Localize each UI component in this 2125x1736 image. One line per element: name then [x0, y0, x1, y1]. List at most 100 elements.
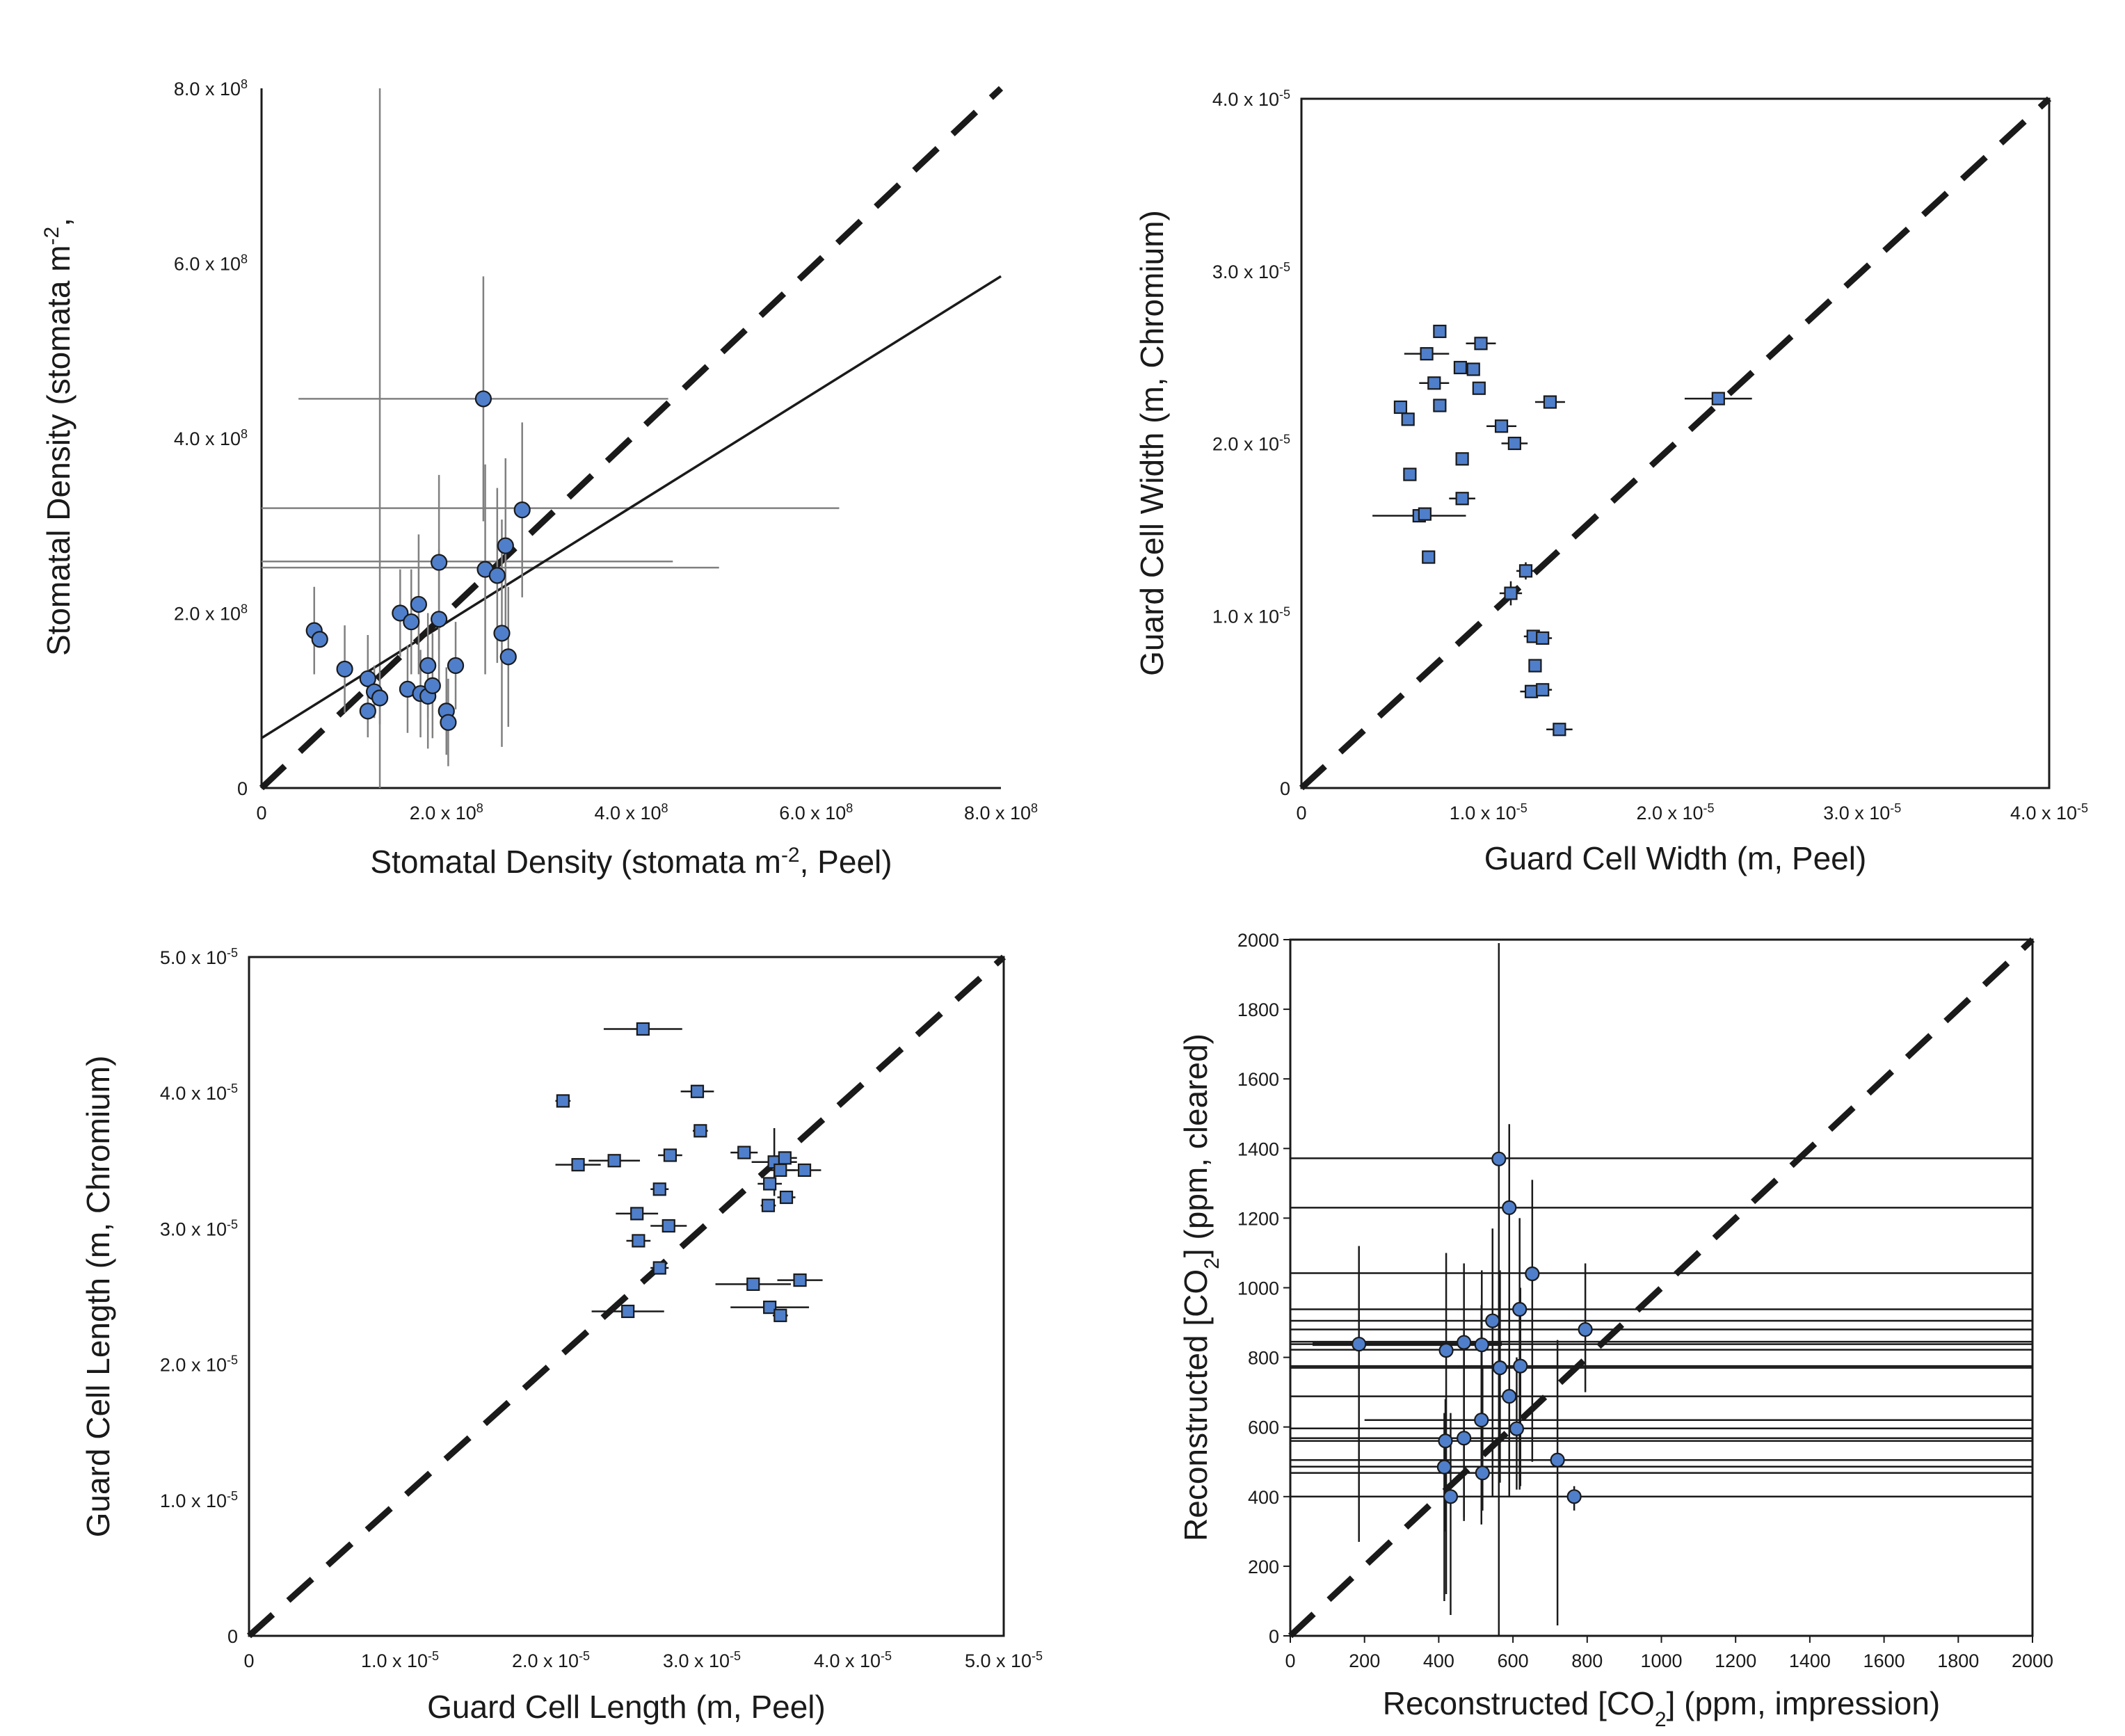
- data-point: [797, 1163, 812, 1178]
- data-point: [1455, 452, 1469, 466]
- data-point: [1418, 507, 1432, 521]
- y-axis-label-sub: 2: [1201, 1257, 1224, 1269]
- data-point: [556, 1094, 570, 1108]
- y-tick-label: 8.0 x 108: [174, 77, 248, 99]
- y-tick-label: 1400: [1237, 1139, 1279, 1159]
- x-tick-text: 200: [1349, 1650, 1380, 1671]
- data-point: [474, 390, 492, 408]
- data-point: [1528, 659, 1542, 673]
- y-tick-label: 4.0 x 108: [174, 427, 248, 449]
- x-tick-text: 6.0 x 10: [779, 803, 846, 823]
- data-point: [621, 1304, 635, 1319]
- x-tick-label: 1.0 x 10-5: [1450, 801, 1527, 823]
- data-point: [1518, 564, 1533, 578]
- y-tick-label: 600: [1248, 1417, 1279, 1438]
- data-point: [371, 689, 389, 707]
- x-tick-label: 5.0 x 10-5: [965, 1649, 1043, 1671]
- x-tick-text: 0: [243, 1650, 254, 1671]
- data-point: [652, 1182, 666, 1196]
- y-axis-label-text: Reconstructed [CO: [1178, 1269, 1214, 1541]
- one-to-one-line: [1299, 96, 2052, 791]
- data-point: [1502, 1200, 1517, 1215]
- y-tick-label: 6.0 x 108: [174, 252, 248, 275]
- x-tick-label: 200: [1349, 1650, 1380, 1671]
- data-point: [311, 631, 328, 648]
- x-tick-text: 1000: [1640, 1650, 1682, 1671]
- data-point: [392, 604, 409, 622]
- chart-panel-c: 0 1.0 x 10-5 2.0 x 10-5 3.0 x 10-5 4.0 x 10-…: [80, 946, 1043, 1725]
- x-tick-exponent: 8: [661, 801, 668, 815]
- data-point: [773, 1163, 787, 1178]
- y-axis-label-text: Guard Cell Length (m, Chromium): [80, 1056, 116, 1538]
- data-point: [1491, 1151, 1507, 1166]
- x-tick-label: 1800: [1937, 1650, 1979, 1671]
- y-tick-text: 3.0 x 10: [160, 1219, 227, 1239]
- x-tick-label: 1000: [1640, 1650, 1682, 1671]
- y-axis-label: Reconstructed [CO2] (ppm, cleared): [1178, 1034, 1224, 1541]
- x-tick-text: 0: [256, 803, 266, 823]
- one-to-one-line: [259, 86, 1004, 791]
- data-point: [1401, 412, 1415, 426]
- x-tick-label: 3.0 x 10-5: [1823, 801, 1901, 823]
- x-axis-label-sub: 2: [1655, 1708, 1667, 1731]
- y-tick-label: 800: [1248, 1348, 1279, 1369]
- data-point: [1513, 1358, 1528, 1374]
- x-axis-label: Reconstructed [CO2] (ppm, impression): [1383, 1685, 1941, 1731]
- data-point: [630, 1207, 644, 1221]
- data-point: [431, 611, 448, 628]
- x-tick-exponent: 8: [1031, 801, 1038, 815]
- data-point: [1472, 381, 1486, 395]
- plot-frame: [1300, 97, 2051, 789]
- y-tick-exponent: 8: [241, 252, 248, 266]
- x-tick-text: 8.0 x 10: [964, 803, 1031, 823]
- chart-panel-d: 0 200 400 600 800 1000 1200 1400 1600 1800 2000 0 20…: [1178, 930, 2053, 1731]
- y-tick-label: 2000: [1237, 930, 1279, 951]
- y-axis-label-text: Stomatal Density (stomata m: [40, 245, 77, 656]
- one-to-one-line: [1288, 937, 2035, 1639]
- y-tick-label: 0: [227, 1626, 238, 1647]
- x-tick-text: 4.0 x 10: [594, 803, 661, 823]
- x-tick-label: 8.0 x 108: [964, 801, 1038, 823]
- y-tick-text: 1.0 x 10: [160, 1490, 227, 1511]
- data-point: [1485, 1313, 1500, 1328]
- x-tick-exponent: -5: [881, 1649, 892, 1663]
- x-tick-label: 400: [1423, 1650, 1454, 1671]
- data-point: [1457, 1431, 1472, 1446]
- y-axis-label-sup: -2: [40, 227, 63, 246]
- y-tick-exponent: -5: [1279, 88, 1290, 102]
- data-point: [513, 501, 531, 519]
- x-tick-text: 4.0 x 10: [814, 1650, 881, 1671]
- y-tick-label: 1600: [1237, 1069, 1279, 1090]
- x-tick-label: 1400: [1789, 1650, 1831, 1671]
- data-point: [1536, 631, 1550, 645]
- data-point: [440, 714, 457, 731]
- data-point: [746, 1277, 760, 1292]
- y-tick-label: 1200: [1237, 1208, 1279, 1229]
- chart-panel-a: 0 2.0 x 108 4.0 x 108 6.0 x 108 8.0 x 10802.…: [40, 77, 1039, 880]
- data-point: [1443, 1489, 1459, 1504]
- x-tick-exponent: -5: [1703, 801, 1715, 815]
- x-tick-text: 400: [1423, 1650, 1454, 1671]
- x-tick-text: 5.0 x 10: [965, 1650, 1032, 1671]
- x-tick-text: 1.0 x 10: [361, 1650, 428, 1671]
- data-point: [778, 1151, 792, 1165]
- x-tick-text: 2000: [2012, 1650, 2053, 1671]
- x-tick-exponent: -5: [1890, 801, 1901, 815]
- y-tick-exponent: -5: [227, 1489, 238, 1503]
- data-point: [693, 1124, 707, 1138]
- data-point: [1566, 1489, 1582, 1504]
- data-point: [1393, 400, 1408, 415]
- data-point: [1403, 467, 1417, 481]
- y-axis-label-tail: ,: [40, 218, 77, 227]
- data-point: [1553, 723, 1566, 737]
- y-tick-text: 4.0 x 10: [160, 1083, 227, 1104]
- y-tick-text: 1000: [1237, 1278, 1279, 1299]
- data-point: [632, 1234, 645, 1248]
- data-point: [1711, 392, 1725, 405]
- y-tick-text: 2.0 x 10: [174, 604, 241, 625]
- x-tick-exponent: -5: [1032, 1649, 1043, 1663]
- y-tick-exponent: -5: [1279, 604, 1290, 618]
- y-tick-label: 3.0 x 10-5: [1212, 260, 1290, 282]
- y-tick-text: 200: [1248, 1557, 1279, 1577]
- y-tick-text: 0: [1269, 1626, 1279, 1647]
